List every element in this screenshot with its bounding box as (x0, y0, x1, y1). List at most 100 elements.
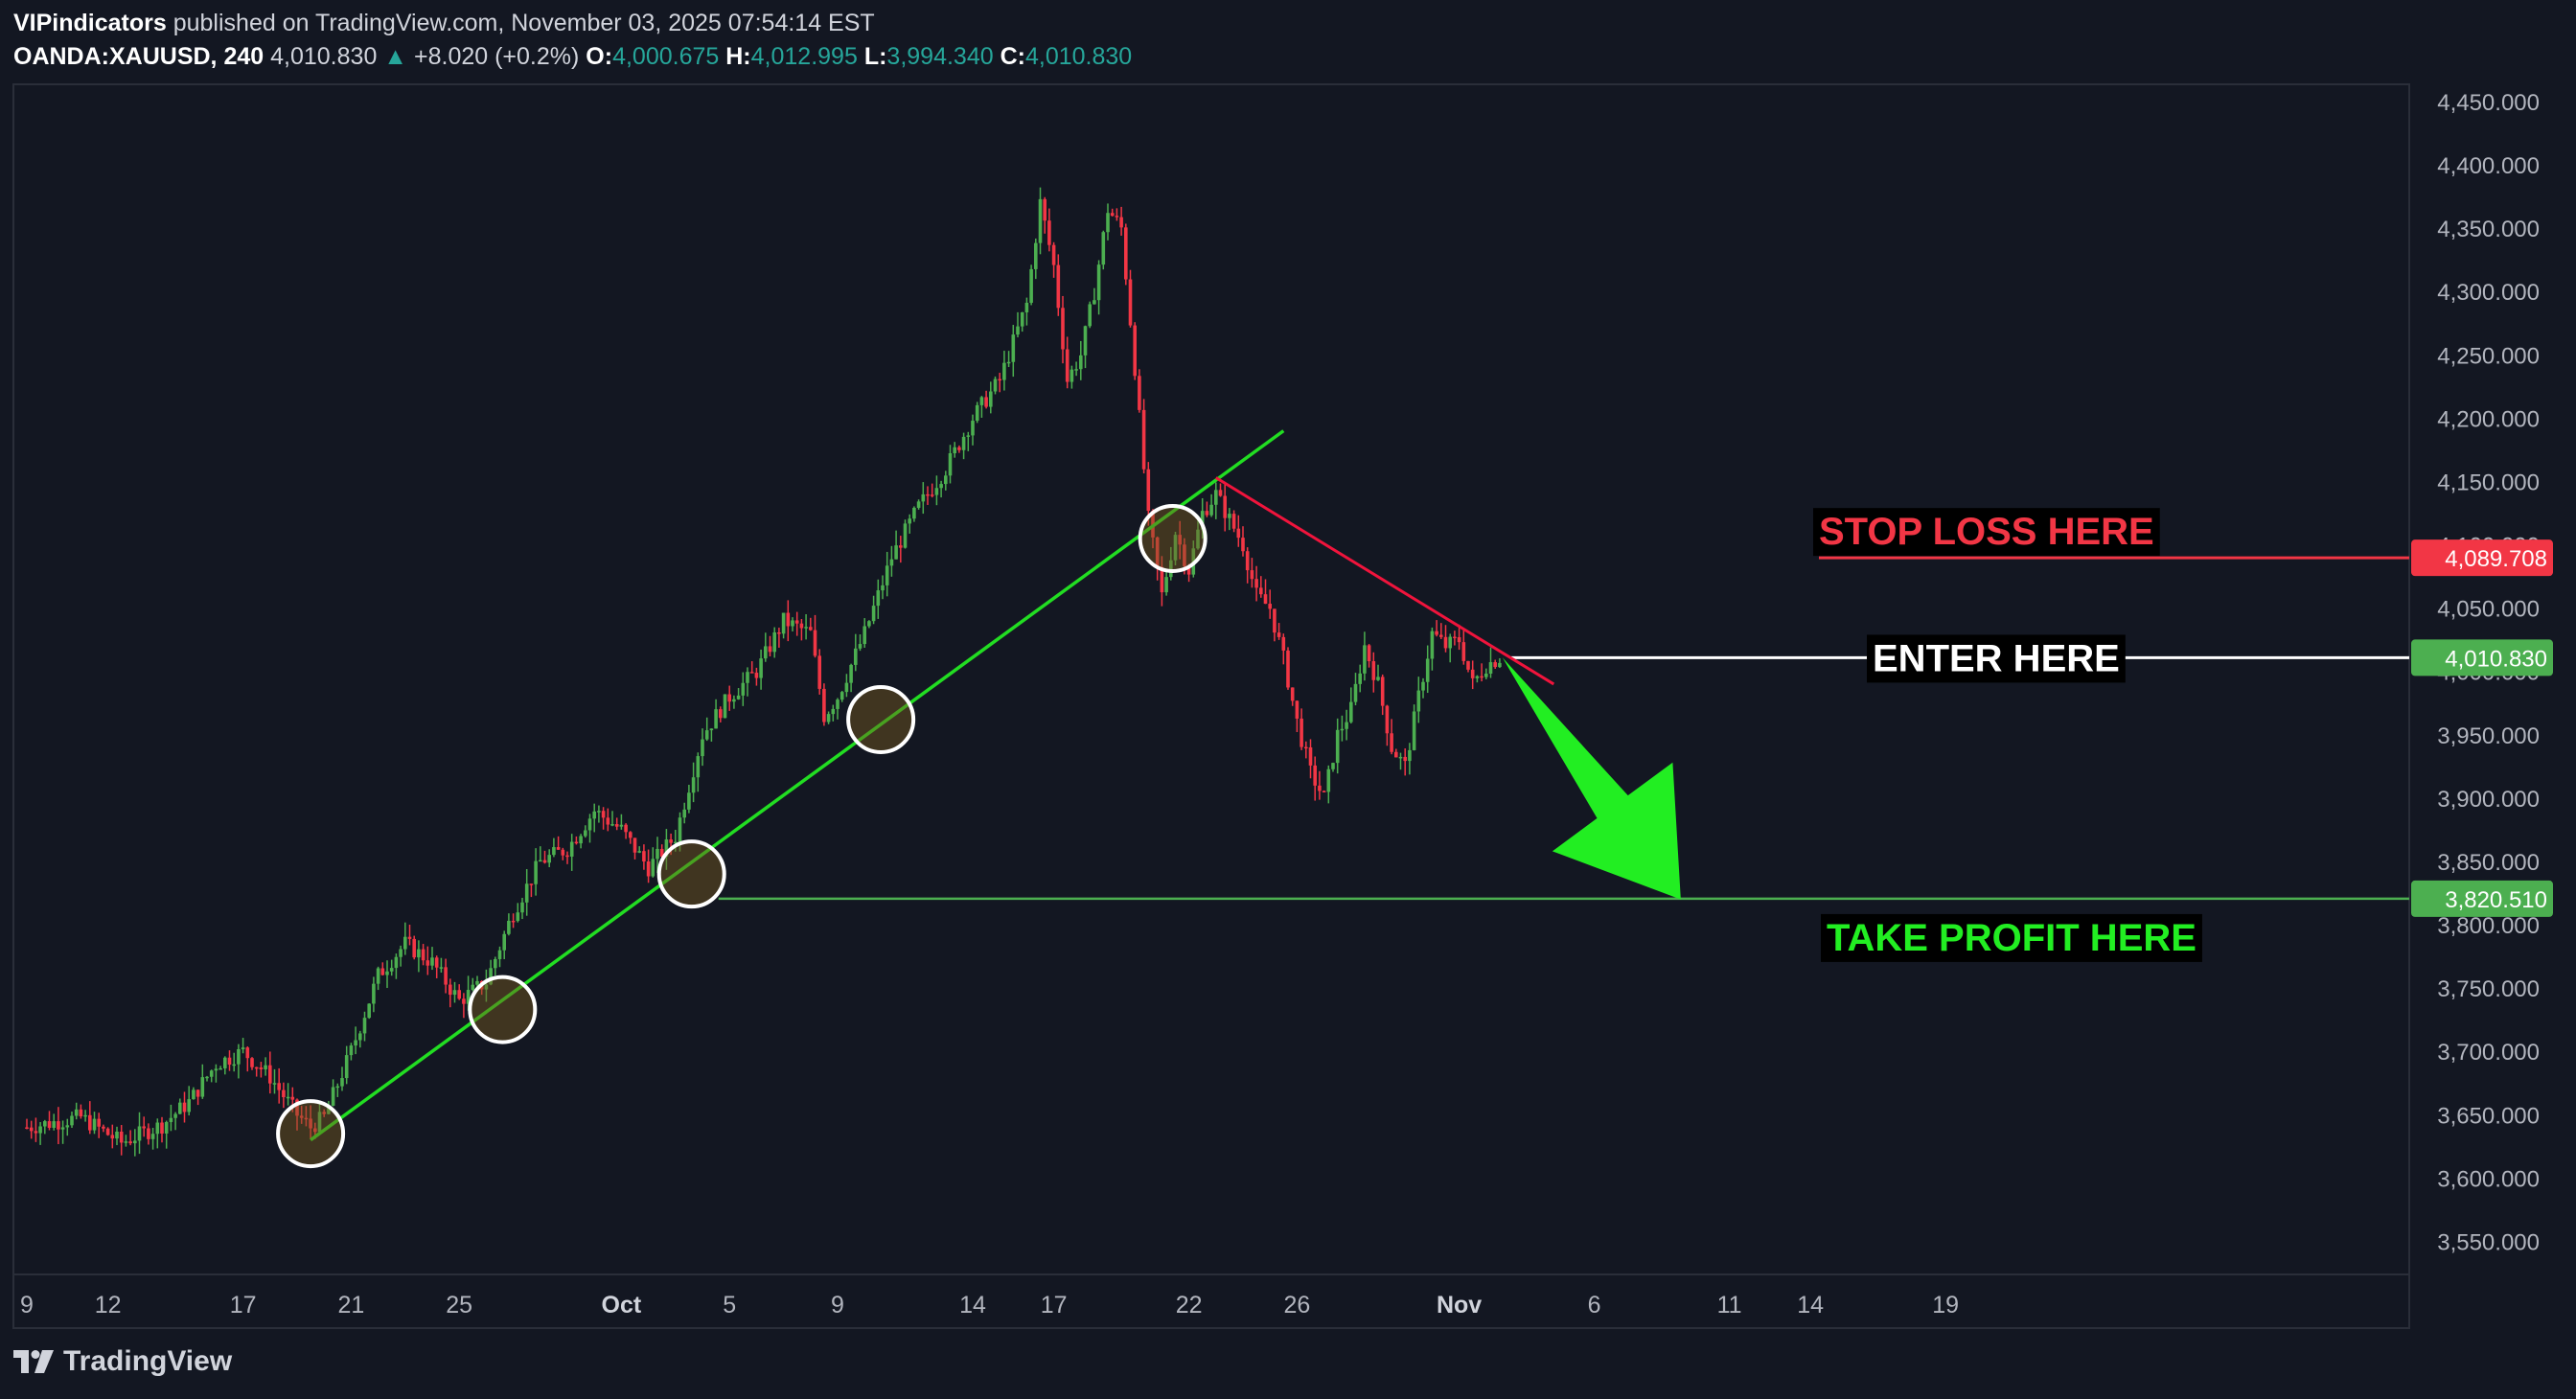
candle-body (1173, 535, 1178, 561)
candle (619, 814, 624, 830)
x-tick-label: 12 (95, 1292, 122, 1319)
candle (1011, 325, 1016, 378)
x-tick-label: 19 (1932, 1292, 1959, 1319)
candle-body (1498, 662, 1502, 668)
candle-body (921, 493, 926, 502)
candle (57, 1107, 60, 1145)
candle (881, 575, 885, 600)
entry-price-tag[interactable]: 4,010.830 (2411, 639, 2553, 677)
touch-circle[interactable] (846, 684, 916, 754)
candle-body (629, 832, 632, 838)
candle-body (407, 936, 412, 939)
candle (1047, 208, 1051, 252)
candle (1124, 223, 1128, 286)
stop-loss-price-tag[interactable]: 4,089.708 (2411, 539, 2553, 577)
candle (1403, 748, 1407, 776)
touch-circles[interactable] (276, 503, 1208, 1169)
candle-body (1345, 722, 1348, 729)
stop-loss-label[interactable]: STOP LOSS HERE (1813, 508, 2160, 557)
candle (687, 785, 691, 814)
candle-body (1475, 676, 1480, 678)
candle-body (1074, 369, 1078, 371)
candle-body (944, 475, 948, 485)
take-profit-price-tag-bg (2411, 880, 2553, 917)
price-axis[interactable]: 4,450.000 4,400.000 4,350.000 4,300.000 4,25… (2411, 90, 2553, 1255)
candle-body (723, 694, 727, 719)
downtrend-line[interactable] (1215, 476, 1555, 686)
candle-body (822, 688, 826, 722)
candle-body (1435, 631, 1438, 635)
candle (989, 381, 993, 414)
candle-body (664, 839, 669, 858)
candle-body (187, 1099, 191, 1112)
candle-body (1079, 355, 1083, 370)
time-axis[interactable]: 9 12 17 21 25 Oct 5 9 14 17 22 26 Nov 6 11 14 19 (20, 1292, 1959, 1319)
candle (83, 1110, 87, 1122)
candle (1408, 743, 1412, 775)
candle (250, 1057, 254, 1070)
candle-body (178, 1102, 182, 1114)
high-value: 4,012.995 (750, 43, 858, 70)
publisher-name[interactable]: VIPindicators (13, 10, 167, 36)
candle (245, 1045, 250, 1072)
candle (399, 945, 402, 967)
entry-label-bg (1867, 634, 2126, 683)
candle (272, 1068, 277, 1094)
candle-body (966, 435, 971, 437)
candle-body (264, 1065, 267, 1069)
candle (979, 396, 984, 418)
candle-body (587, 818, 592, 831)
candle-body (1385, 705, 1390, 734)
candle-body (457, 990, 461, 999)
candle (119, 1125, 124, 1156)
candle (646, 849, 651, 883)
candle-body (29, 1127, 34, 1132)
candle (317, 1101, 322, 1135)
candle (1318, 770, 1322, 800)
drawings[interactable] (310, 429, 2409, 1142)
candle-body (169, 1117, 173, 1122)
candle (682, 802, 686, 824)
tradingview-logo[interactable]: TradingView (13, 1345, 232, 1378)
candle (164, 1120, 169, 1149)
candle (494, 956, 497, 975)
candle (430, 947, 434, 971)
candle-body (862, 626, 866, 645)
candle-body (1250, 570, 1254, 580)
tradingview-brand: TradingView (63, 1345, 233, 1377)
touch-circle[interactable] (276, 1099, 346, 1169)
touch-circle[interactable] (656, 839, 726, 909)
candle-body (309, 1118, 312, 1129)
candle (218, 1066, 222, 1070)
symbol-label[interactable]: OANDA:XAUUSD, 240 (13, 43, 264, 70)
candle-body (1133, 325, 1137, 377)
candle (732, 695, 736, 709)
candle-body (1263, 594, 1268, 605)
candle (286, 1083, 290, 1106)
y-tick-label: 3,800.000 (2437, 913, 2540, 939)
candle-body (719, 709, 723, 719)
candle (1300, 708, 1303, 750)
candle (714, 699, 718, 729)
candle-body (1128, 279, 1133, 326)
candle (1119, 206, 1123, 236)
touch-circle[interactable] (1138, 503, 1208, 573)
take-profit-price-tag[interactable]: 3,820.510 (2411, 880, 2553, 917)
trade-labels[interactable]: STOP LOSS HERE ENTER HERE TAKE PROFIT HERE (1813, 508, 2202, 962)
candle (1133, 322, 1137, 380)
touch-circle[interactable] (468, 975, 538, 1044)
candle (124, 1135, 128, 1147)
candle (759, 649, 763, 690)
uptrend-line[interactable] (310, 429, 1285, 1142)
candle (961, 432, 966, 460)
candle-body (142, 1126, 146, 1129)
take-profit-label[interactable]: TAKE PROFIT HERE (1821, 913, 2202, 962)
candle-body (1056, 264, 1061, 309)
entry-label[interactable]: ENTER HERE (1867, 634, 2126, 683)
candle (516, 903, 520, 923)
candle-body (497, 950, 502, 959)
candle-body (741, 682, 746, 696)
candle (264, 1057, 267, 1076)
candle-body (930, 494, 934, 496)
